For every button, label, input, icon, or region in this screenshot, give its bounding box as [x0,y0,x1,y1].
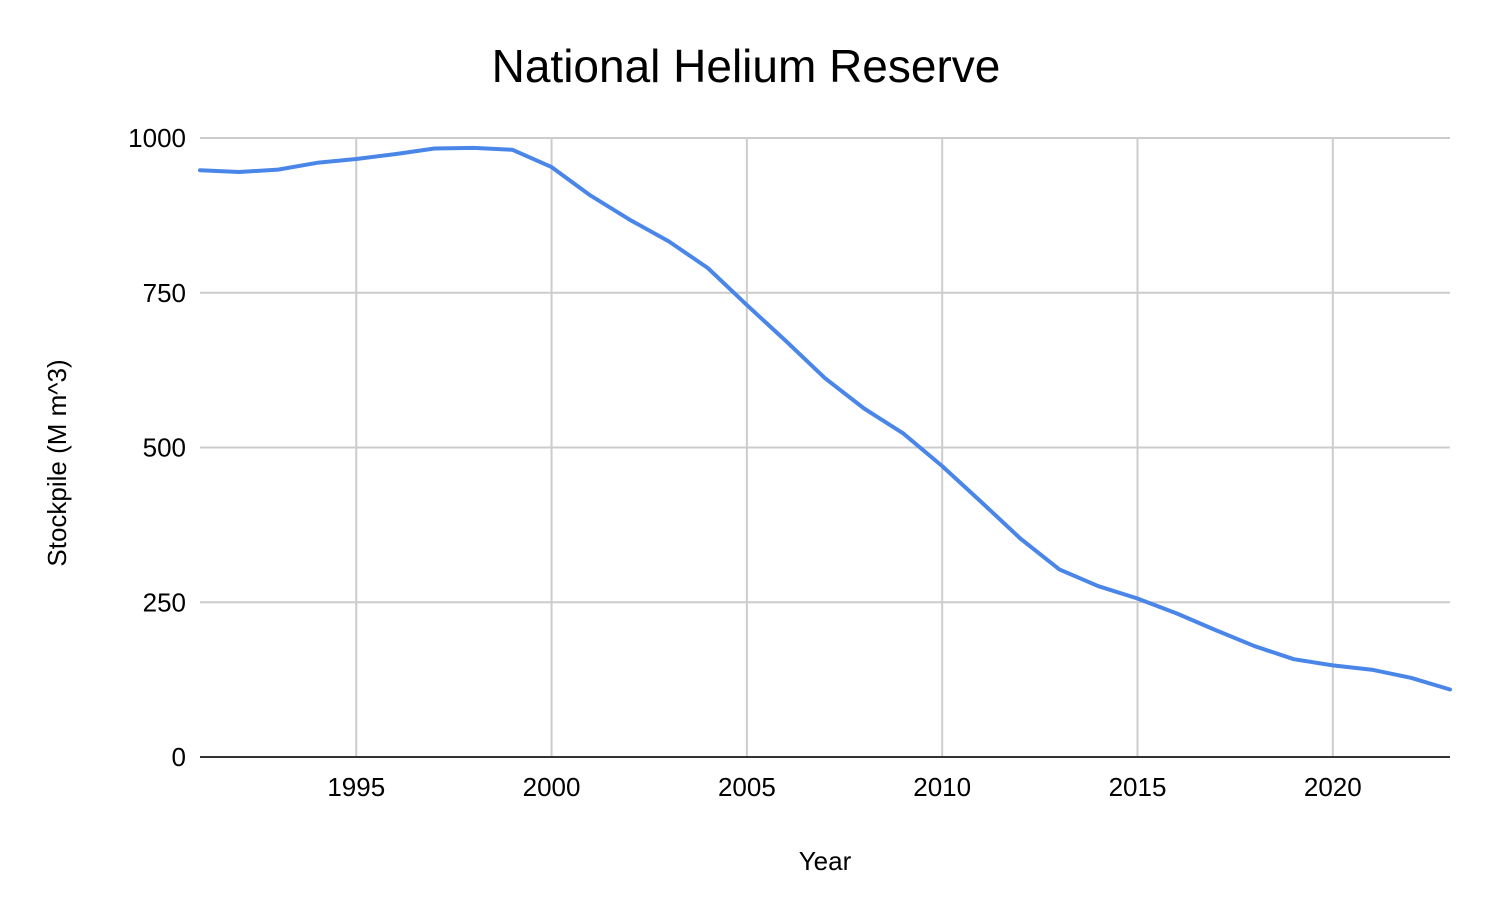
x-tick-label: 2000 [523,772,581,802]
series-line-0 [198,145,1452,692]
chart-title: National Helium Reserve [492,40,1001,92]
x-tick-label: 1995 [327,772,385,802]
y-tick-label: 250 [143,587,186,617]
x-tick-label: 2005 [718,772,776,802]
axes: 0 250 500 750 1000 1995 2000 2005 2010 2015 2020 [128,123,1450,802]
y-tick-label: 0 [172,742,186,772]
x-tick-label: 2015 [1109,772,1167,802]
y-tick-label: 1000 [128,123,186,153]
series-layer [198,145,1452,692]
y-tick-label: 500 [143,433,186,463]
y-axis-title: Stockpile (M m^3) [42,359,72,566]
y-tick-label: 750 [143,278,186,308]
x-tick-label: 2010 [913,772,971,802]
grid [200,137,1450,757]
x-axis-title: Year [799,846,852,876]
x-tick-label: 2020 [1304,772,1362,802]
